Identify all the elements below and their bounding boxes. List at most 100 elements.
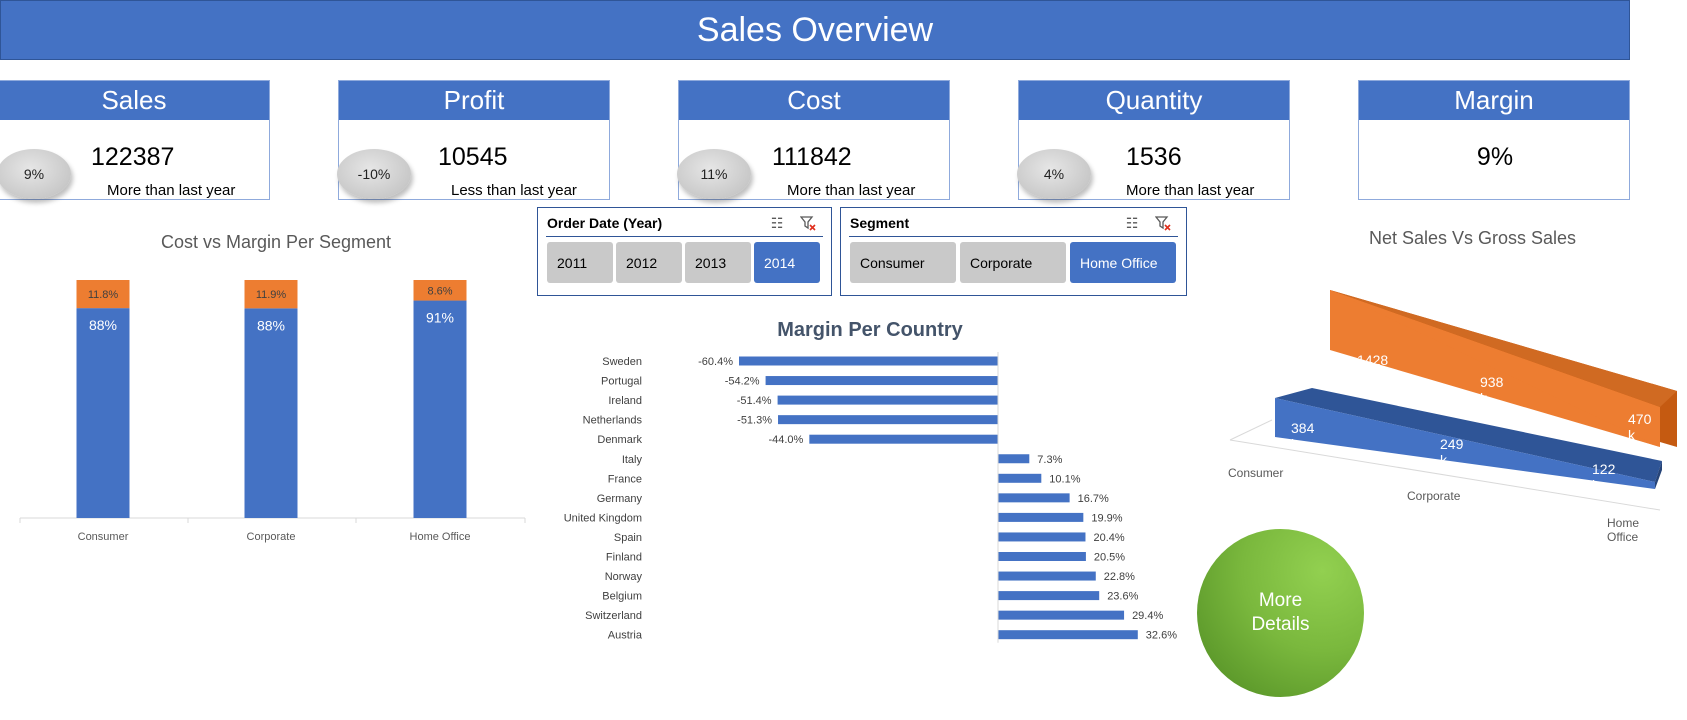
kpi-label: Margin — [1359, 81, 1629, 120]
country-bar — [998, 532, 1085, 541]
kpi-value: 1536 — [1126, 143, 1182, 172]
country-value-label: 29.4% — [1132, 610, 1163, 622]
bar-margin-label: 11.9% — [256, 289, 287, 301]
bar-cost-label: 91% — [426, 310, 454, 326]
country-value-label: 20.4% — [1093, 532, 1124, 544]
country-value-label: 19.9% — [1091, 512, 1122, 524]
country-value-label: 10.1% — [1049, 473, 1080, 485]
country-value-label: 20.5% — [1094, 552, 1125, 564]
bar-margin-label: 8.6% — [427, 285, 452, 297]
country-bar — [809, 435, 998, 444]
country-bar — [766, 376, 998, 385]
country-bar — [998, 493, 1070, 502]
bar-cost-label: 88% — [89, 317, 117, 333]
country-value-label: -51.4% — [737, 395, 772, 407]
country-value-label: 32.6% — [1146, 630, 1177, 642]
category-label: Home Office — [410, 531, 471, 543]
segment-option-consumer[interactable]: Consumer — [850, 242, 956, 283]
kpi-card-margin: Margin 9% — [1358, 80, 1630, 200]
country-bar — [998, 630, 1138, 639]
kpi-card-cost: Cost 11% 111842 More than last year — [678, 80, 950, 200]
country-bar — [998, 591, 1099, 600]
year-slicer-title: Order Date (Year) — [547, 215, 662, 231]
page-title: Sales Overview — [697, 11, 933, 50]
country-value-label: 7.3% — [1037, 454, 1062, 466]
more-details-line1: More — [1251, 589, 1309, 613]
bar-cost-1 — [245, 308, 298, 518]
kpi-value: 9% — [1359, 143, 1631, 172]
country-bar — [998, 474, 1041, 483]
more-details-button[interactable]: More Details — [1197, 529, 1364, 697]
net-label-consumer: 384 k — [1291, 420, 1314, 452]
kpi-card-profit: Profit -10% 10545 Less than last year — [338, 80, 610, 200]
country-value-label: -54.2% — [725, 376, 760, 388]
country-bar — [998, 572, 1096, 581]
kpi-change-badge: 9% — [0, 149, 71, 199]
country-label: Denmark — [597, 434, 642, 446]
country-bar — [998, 611, 1124, 620]
segment-slicer: Segment ☷ Consumer Corporate Home Office — [840, 207, 1187, 296]
depth-axis — [1230, 420, 1272, 440]
country-label: France — [608, 473, 642, 485]
country-label: Norway — [605, 571, 643, 583]
kpi-label: Sales — [0, 81, 269, 120]
country-bar — [998, 513, 1083, 522]
country-label: Portugal — [601, 376, 642, 388]
kpi-card-quantity: Quantity 4% 1536 More than last year — [1018, 80, 1290, 200]
country-label: Switzerland — [585, 610, 642, 622]
kpi-label: Quantity — [1019, 81, 1289, 120]
category-label: Corporate — [247, 531, 296, 543]
kpi-value: 10545 — [438, 143, 508, 172]
multi-select-icon[interactable]: ☷ — [1123, 215, 1141, 231]
kpi-value: 111842 — [772, 143, 852, 172]
segment-option-home-office[interactable]: Home Office — [1070, 242, 1176, 283]
more-details-line2: Details — [1251, 613, 1309, 637]
category-label: Consumer — [78, 531, 129, 543]
bar-cost-2 — [414, 301, 467, 518]
country-bar — [778, 415, 998, 424]
kpi-change-badge: 4% — [1017, 149, 1091, 199]
area-category-home-office: Home Office — [1607, 516, 1639, 544]
dashboard-title-banner: Sales Overview — [0, 0, 1630, 60]
margin-country-chart: Sweden -60.4%Portugal -54.2%Ireland -51.4%N… — [540, 350, 1200, 650]
gross-label-home-office: 470 k — [1628, 411, 1651, 443]
kpi-note: More than last year — [787, 182, 915, 199]
country-value-label: 16.7% — [1078, 493, 1109, 505]
year-option-2013[interactable]: 2013 — [685, 242, 751, 283]
year-option-2011[interactable]: 2011 — [547, 242, 613, 283]
slicer-divider — [849, 236, 1178, 237]
kpi-label: Profit — [339, 81, 609, 120]
gross-label-corporate: 938 k — [1480, 374, 1503, 406]
country-bar — [739, 357, 998, 366]
country-label: Italy — [622, 454, 643, 466]
clear-filter-icon[interactable] — [799, 215, 817, 231]
margin-country-chart-title: Margin Per Country — [740, 319, 1000, 342]
country-bar — [778, 396, 998, 405]
multi-select-icon[interactable]: ☷ — [768, 215, 786, 231]
country-label: Spain — [614, 532, 642, 544]
bar-cost-label: 88% — [257, 317, 285, 333]
country-value-label: -51.3% — [737, 415, 772, 427]
country-value-label: -44.0% — [768, 434, 803, 446]
segment-option-corporate[interactable]: Corporate — [960, 242, 1066, 283]
slicer-divider — [546, 236, 823, 237]
kpi-note: Less than last year — [451, 182, 577, 199]
kpi-change-badge: -10% — [337, 149, 411, 199]
kpi-label: Cost — [679, 81, 949, 120]
net-gross-chart-title: Net Sales Vs Gross Sales — [1300, 228, 1645, 249]
kpi-note: More than last year — [1126, 182, 1254, 199]
kpi-card-sales: Sales 9% 122387 More than last year — [0, 80, 270, 200]
country-value-label: 23.6% — [1107, 591, 1138, 603]
bar-margin-label: 11.8% — [88, 289, 119, 301]
area-category-corporate: Corporate — [1407, 489, 1460, 503]
segment-slicer-title: Segment — [850, 215, 909, 231]
net-label-corporate: 249 k — [1440, 436, 1463, 468]
country-label: Belgium — [602, 591, 642, 603]
country-label: Sweden — [602, 356, 642, 368]
gross-label-consumer: 1428 k — [1357, 352, 1388, 384]
year-option-2012[interactable]: 2012 — [616, 242, 682, 283]
year-option-2014[interactable]: 2014 — [754, 242, 820, 283]
clear-filter-icon[interactable] — [1154, 215, 1172, 231]
net-label-home-office: 122 k — [1592, 461, 1615, 493]
bar-cost-0 — [77, 308, 130, 518]
